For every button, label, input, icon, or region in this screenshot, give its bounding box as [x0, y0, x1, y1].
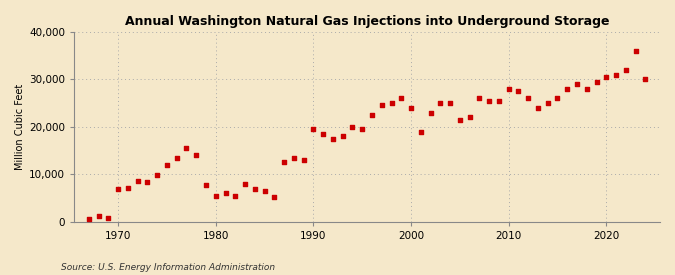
Text: Source: U.S. Energy Information Administration: Source: U.S. Energy Information Administ…: [61, 263, 275, 272]
Point: [513, 89, 524, 94]
Point: [640, 77, 651, 82]
Point: [542, 101, 553, 105]
Point: [367, 113, 377, 117]
Point: [357, 127, 368, 131]
Point: [152, 173, 163, 177]
Point: [220, 191, 231, 196]
Point: [327, 136, 338, 141]
Point: [318, 132, 329, 136]
Point: [171, 155, 182, 160]
Point: [474, 96, 485, 101]
Point: [601, 75, 612, 79]
Point: [533, 106, 543, 110]
Point: [338, 134, 348, 139]
Point: [630, 49, 641, 53]
Point: [611, 72, 622, 77]
Point: [435, 101, 446, 105]
Point: [279, 160, 290, 165]
Point: [181, 146, 192, 150]
Point: [122, 185, 133, 190]
Point: [425, 110, 436, 115]
Point: [493, 98, 504, 103]
Point: [308, 127, 319, 131]
Point: [386, 101, 397, 105]
Point: [191, 153, 202, 158]
Title: Annual Washington Natural Gas Injections into Underground Storage: Annual Washington Natural Gas Injections…: [125, 15, 610, 28]
Point: [240, 182, 250, 186]
Point: [142, 180, 153, 185]
Point: [211, 193, 221, 198]
Point: [200, 183, 211, 187]
Point: [288, 155, 299, 160]
Point: [581, 87, 592, 91]
Point: [415, 129, 426, 134]
Y-axis label: Million Cubic Feet: Million Cubic Feet: [15, 84, 25, 170]
Point: [93, 213, 104, 218]
Point: [406, 106, 416, 110]
Point: [591, 79, 602, 84]
Point: [230, 193, 241, 198]
Point: [377, 103, 387, 108]
Point: [269, 195, 279, 199]
Point: [132, 179, 143, 184]
Point: [562, 87, 572, 91]
Point: [454, 117, 465, 122]
Point: [396, 96, 406, 101]
Point: [161, 163, 172, 167]
Point: [250, 186, 261, 191]
Point: [298, 158, 309, 162]
Point: [103, 216, 114, 220]
Point: [259, 189, 270, 193]
Point: [572, 82, 583, 86]
Point: [484, 98, 495, 103]
Point: [347, 125, 358, 129]
Point: [464, 115, 475, 120]
Point: [84, 217, 95, 222]
Point: [620, 68, 631, 72]
Point: [552, 96, 563, 101]
Point: [523, 96, 534, 101]
Point: [445, 101, 456, 105]
Point: [504, 87, 514, 91]
Point: [113, 187, 124, 192]
